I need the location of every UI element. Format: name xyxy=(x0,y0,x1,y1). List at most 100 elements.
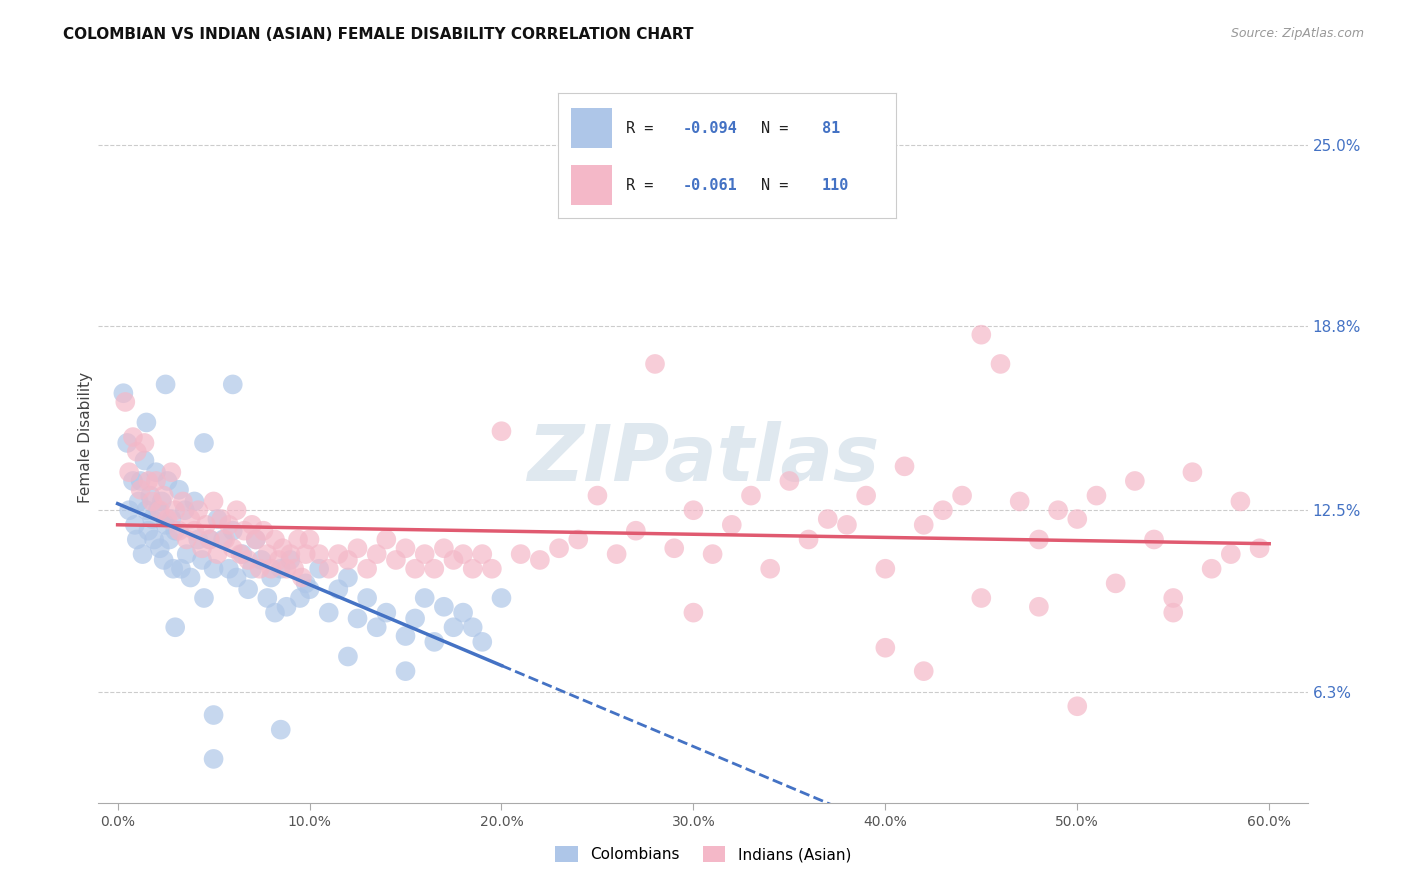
Point xyxy=(893,459,915,474)
Point xyxy=(240,517,263,532)
Point xyxy=(212,533,235,547)
Point xyxy=(128,494,150,508)
Point xyxy=(245,533,267,547)
Point xyxy=(294,547,316,561)
Point xyxy=(155,517,177,532)
Point xyxy=(280,553,302,567)
Point xyxy=(160,465,183,479)
Point xyxy=(375,606,398,620)
Point xyxy=(270,723,292,737)
Point xyxy=(194,517,217,532)
Point xyxy=(375,533,398,547)
Point xyxy=(218,562,240,576)
Point xyxy=(260,562,283,576)
Point xyxy=(346,611,368,625)
Point xyxy=(191,553,214,567)
Point xyxy=(125,533,148,547)
Point xyxy=(202,708,225,723)
Point xyxy=(443,620,465,634)
Point xyxy=(298,582,321,597)
Point xyxy=(308,562,330,576)
Point xyxy=(298,533,321,547)
Point xyxy=(162,562,184,576)
Point xyxy=(167,483,190,497)
Point xyxy=(149,503,172,517)
Point xyxy=(291,570,314,584)
Point xyxy=(139,489,162,503)
Point xyxy=(451,606,474,620)
Point xyxy=(356,591,378,605)
Point xyxy=(682,606,704,620)
Point xyxy=(202,562,225,576)
Point xyxy=(294,576,316,591)
Point xyxy=(236,582,259,597)
Point xyxy=(529,553,551,567)
Point xyxy=(356,562,378,576)
Point xyxy=(193,436,215,450)
Point xyxy=(276,562,298,576)
Point xyxy=(115,436,138,450)
Point xyxy=(471,635,494,649)
Point xyxy=(207,547,229,561)
Point xyxy=(461,620,484,634)
Point xyxy=(134,453,156,467)
Point xyxy=(256,547,278,561)
Point xyxy=(222,524,245,538)
Point xyxy=(759,562,782,576)
Point xyxy=(124,517,146,532)
Point xyxy=(328,582,350,597)
Point xyxy=(118,503,141,517)
Point xyxy=(125,444,148,458)
Point xyxy=(970,591,993,605)
Point xyxy=(461,562,484,576)
Point xyxy=(740,489,762,503)
Point xyxy=(413,591,436,605)
Point xyxy=(778,474,800,488)
Point xyxy=(1047,503,1070,517)
Point xyxy=(308,547,330,561)
Point xyxy=(180,570,202,584)
Point xyxy=(155,377,177,392)
Text: ZIPatlas: ZIPatlas xyxy=(527,421,879,497)
Point xyxy=(165,620,187,634)
Point xyxy=(366,620,388,634)
Point xyxy=(145,465,167,479)
Point xyxy=(288,591,311,605)
Point xyxy=(267,553,290,567)
Point xyxy=(176,547,198,561)
Point xyxy=(932,503,955,517)
Point xyxy=(491,591,513,605)
Point xyxy=(149,541,172,556)
Point xyxy=(236,553,259,567)
Point xyxy=(145,474,167,488)
Point xyxy=(366,547,388,561)
Point xyxy=(122,430,145,444)
Point xyxy=(135,416,157,430)
Point xyxy=(156,512,179,526)
Point xyxy=(509,547,531,561)
Point xyxy=(1028,599,1050,614)
Point xyxy=(165,524,187,538)
Point xyxy=(394,541,416,556)
Point xyxy=(193,591,215,605)
Point xyxy=(336,570,359,584)
Point xyxy=(394,664,416,678)
Point xyxy=(129,474,152,488)
Y-axis label: Female Disability: Female Disability xyxy=(77,371,93,503)
Point xyxy=(318,606,340,620)
Point xyxy=(202,494,225,508)
Point xyxy=(950,489,973,503)
Point xyxy=(176,533,198,547)
Point xyxy=(835,517,858,532)
Point xyxy=(131,547,153,561)
Point xyxy=(146,503,169,517)
Point xyxy=(720,517,742,532)
Point xyxy=(1104,576,1126,591)
Point xyxy=(183,494,205,508)
Point xyxy=(150,494,173,508)
Point xyxy=(114,395,136,409)
Point xyxy=(112,386,135,401)
Point xyxy=(207,512,229,526)
Point xyxy=(433,541,456,556)
Point xyxy=(191,541,214,556)
